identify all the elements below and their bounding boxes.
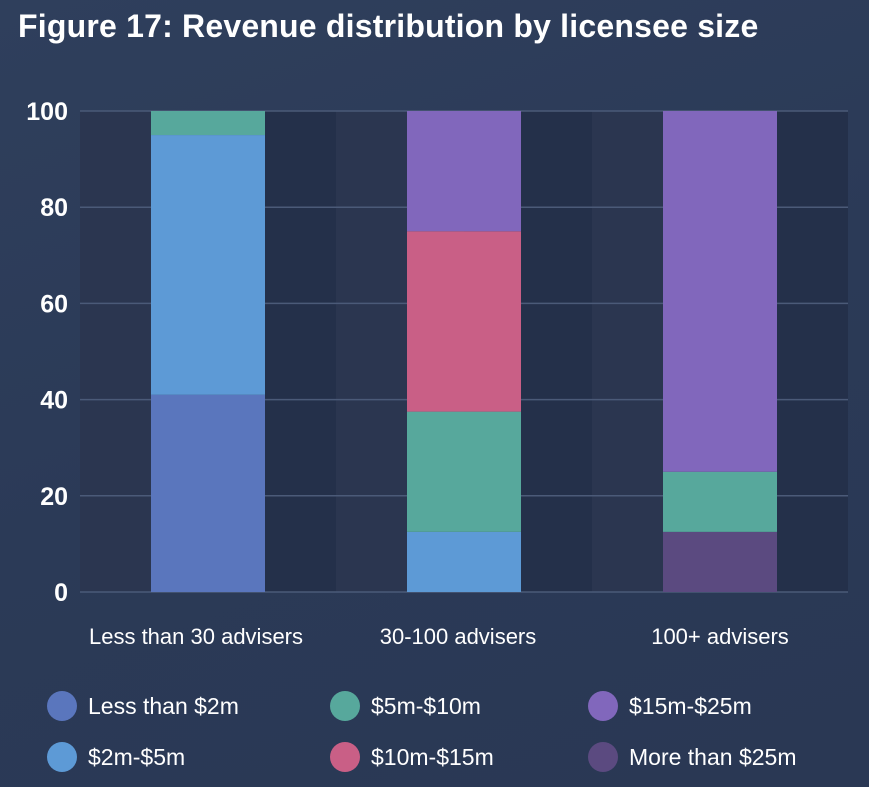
legend-label: Less than $2m <box>88 693 239 719</box>
bar-segment <box>151 111 265 136</box>
y-axis: 0 20 40 60 80 100 <box>26 98 68 607</box>
legend-item: Less than $2m <box>47 691 239 721</box>
bar-segment <box>407 531 521 592</box>
x-category-label: 100+ advisers <box>651 624 789 649</box>
bar-segment <box>663 111 777 472</box>
bar-segment <box>663 531 777 592</box>
bar-segment <box>407 111 521 232</box>
legend-item: $2m-$5m <box>47 742 185 772</box>
legend-item: $10m-$15m <box>330 742 494 772</box>
y-tick-label: 40 <box>40 387 68 415</box>
y-tick-label: 60 <box>40 290 68 318</box>
x-category-label: Less than 30 advisers <box>89 624 303 649</box>
bar-segment <box>407 411 521 532</box>
legend-swatch <box>47 742 77 772</box>
y-tick-label: 100 <box>26 98 68 126</box>
legend-label: $2m-$5m <box>88 744 185 770</box>
bar-segment <box>407 231 521 412</box>
legend-label: $5m-$10m <box>371 693 481 719</box>
legend-swatch <box>330 742 360 772</box>
bar-segment <box>151 135 265 395</box>
legend-swatch <box>588 742 618 772</box>
bars <box>151 111 777 592</box>
x-axis: Less than 30 advisers 30-100 advisers 100+… <box>89 624 789 649</box>
x-category-label: 30-100 advisers <box>380 624 537 649</box>
legend-swatch <box>588 691 618 721</box>
y-tick-label: 80 <box>40 194 68 222</box>
chart-title: Figure 17: Revenue distribution by licen… <box>18 8 759 44</box>
legend-swatch <box>47 691 77 721</box>
bar-segment <box>151 394 265 592</box>
legend-swatch <box>330 691 360 721</box>
legend-label: More than $25m <box>629 744 796 770</box>
legend-item: $15m-$25m <box>588 691 752 721</box>
legend: Less than $2m $5m-$10m $15m-$25m $2m-$5m $10… <box>47 691 796 772</box>
legend-label: $10m-$15m <box>371 744 494 770</box>
y-tick-label: 0 <box>54 579 68 607</box>
legend-label: $15m-$25m <box>629 693 752 719</box>
bar-segment <box>663 471 777 532</box>
legend-item: $5m-$10m <box>330 691 481 721</box>
y-tick-label: 20 <box>40 483 68 511</box>
legend-item: More than $25m <box>588 742 796 772</box>
